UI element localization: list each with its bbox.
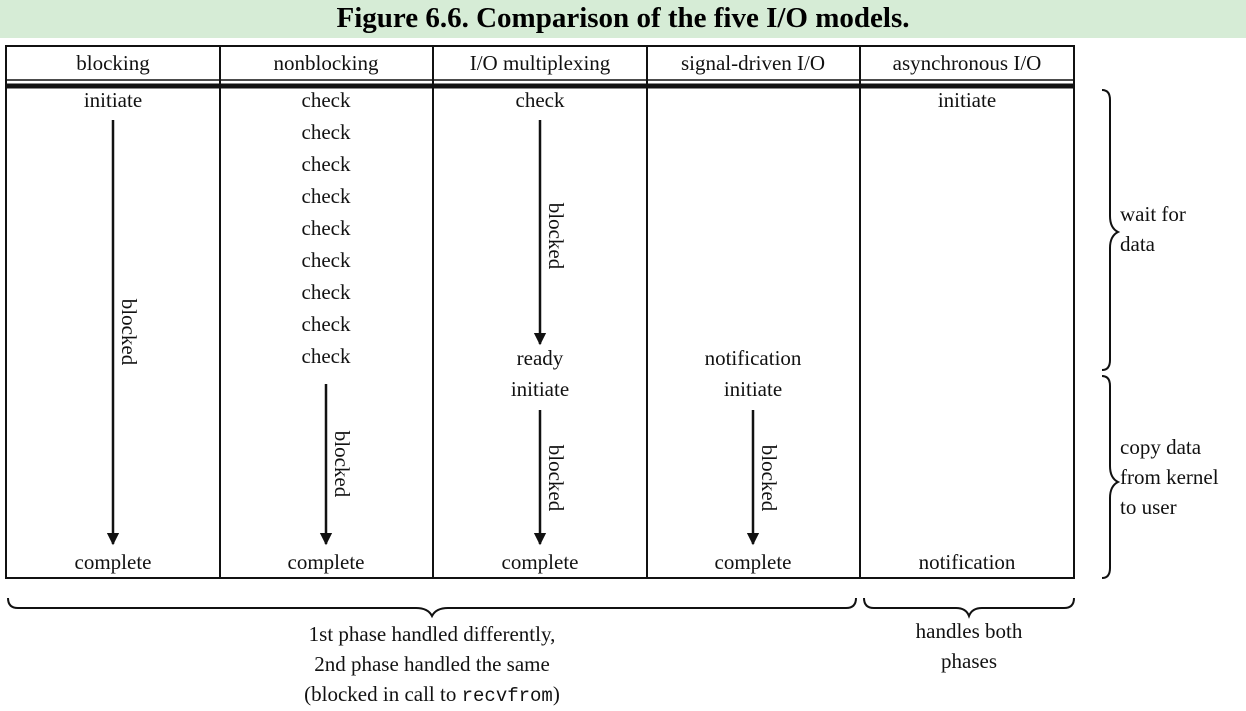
column-header-io-multiplexing: I/O multiplexing	[470, 51, 611, 75]
io-models-diagram: blocking nonblocking I/O multiplexing si…	[0, 38, 1246, 711]
column-header-nonblocking: nonblocking	[274, 51, 379, 75]
step-complete: complete	[715, 550, 792, 574]
step-initiate: initiate	[511, 377, 569, 401]
step-ready: ready	[517, 346, 564, 370]
blocked-label: blocked	[117, 299, 141, 366]
column-header-asynchronous: asynchronous I/O	[893, 51, 1042, 75]
step-check: check	[302, 88, 351, 112]
step-complete: complete	[502, 550, 579, 574]
step-check: check	[302, 120, 351, 144]
copy-label-line: to user	[1120, 495, 1177, 519]
table-frame	[5, 45, 1075, 579]
wait-label-line: wait for	[1120, 202, 1186, 226]
wait-label-line: data	[1120, 232, 1156, 256]
step-initiate: initiate	[84, 88, 142, 112]
step-check: check	[302, 344, 351, 368]
step-check: check	[302, 280, 351, 304]
step-initiate: initiate	[938, 88, 996, 112]
blocked-label: blocked	[544, 445, 568, 512]
first-phase-brace	[7, 597, 857, 619]
step-notification: notification	[705, 346, 802, 370]
first-phase-line: 1st phase handled differently,	[309, 622, 556, 646]
step-check: check	[302, 216, 351, 240]
copy-label-line: from kernel	[1120, 465, 1219, 489]
figure-title: Figure 6.6. Comparison of the five I/O m…	[336, 2, 910, 34]
both-phases-brace	[863, 597, 1075, 619]
both-phases-line: handles both	[916, 619, 1023, 643]
step-check: check	[302, 248, 351, 272]
blocked-label: blocked	[757, 445, 781, 512]
step-check: check	[302, 184, 351, 208]
second-phase-line: 2nd phase handled the same	[314, 652, 550, 676]
copy-label-line: copy data	[1120, 435, 1202, 459]
blocked-label: blocked	[544, 203, 568, 270]
column-header-signal-driven: signal-driven I/O	[681, 51, 825, 75]
step-initiate: initiate	[724, 377, 782, 401]
blocked-label: blocked	[330, 431, 354, 498]
wait-for-data-brace	[1101, 89, 1121, 371]
column-header-blocking: blocking	[76, 51, 150, 75]
step-complete: complete	[288, 550, 365, 574]
step-notification: notification	[919, 550, 1016, 574]
step-check: check	[302, 152, 351, 176]
step-check: check	[302, 312, 351, 336]
io-models-svg: blocking nonblocking I/O multiplexing si…	[5, 45, 1219, 707]
step-check: check	[516, 88, 565, 112]
both-phases-line: phases	[941, 649, 997, 673]
step-complete: complete	[75, 550, 152, 574]
blocked-call-line: (blocked in call to recvfrom)	[304, 682, 560, 707]
recvfrom-code: recvfrom	[462, 685, 553, 707]
copy-data-brace	[1101, 375, 1121, 579]
